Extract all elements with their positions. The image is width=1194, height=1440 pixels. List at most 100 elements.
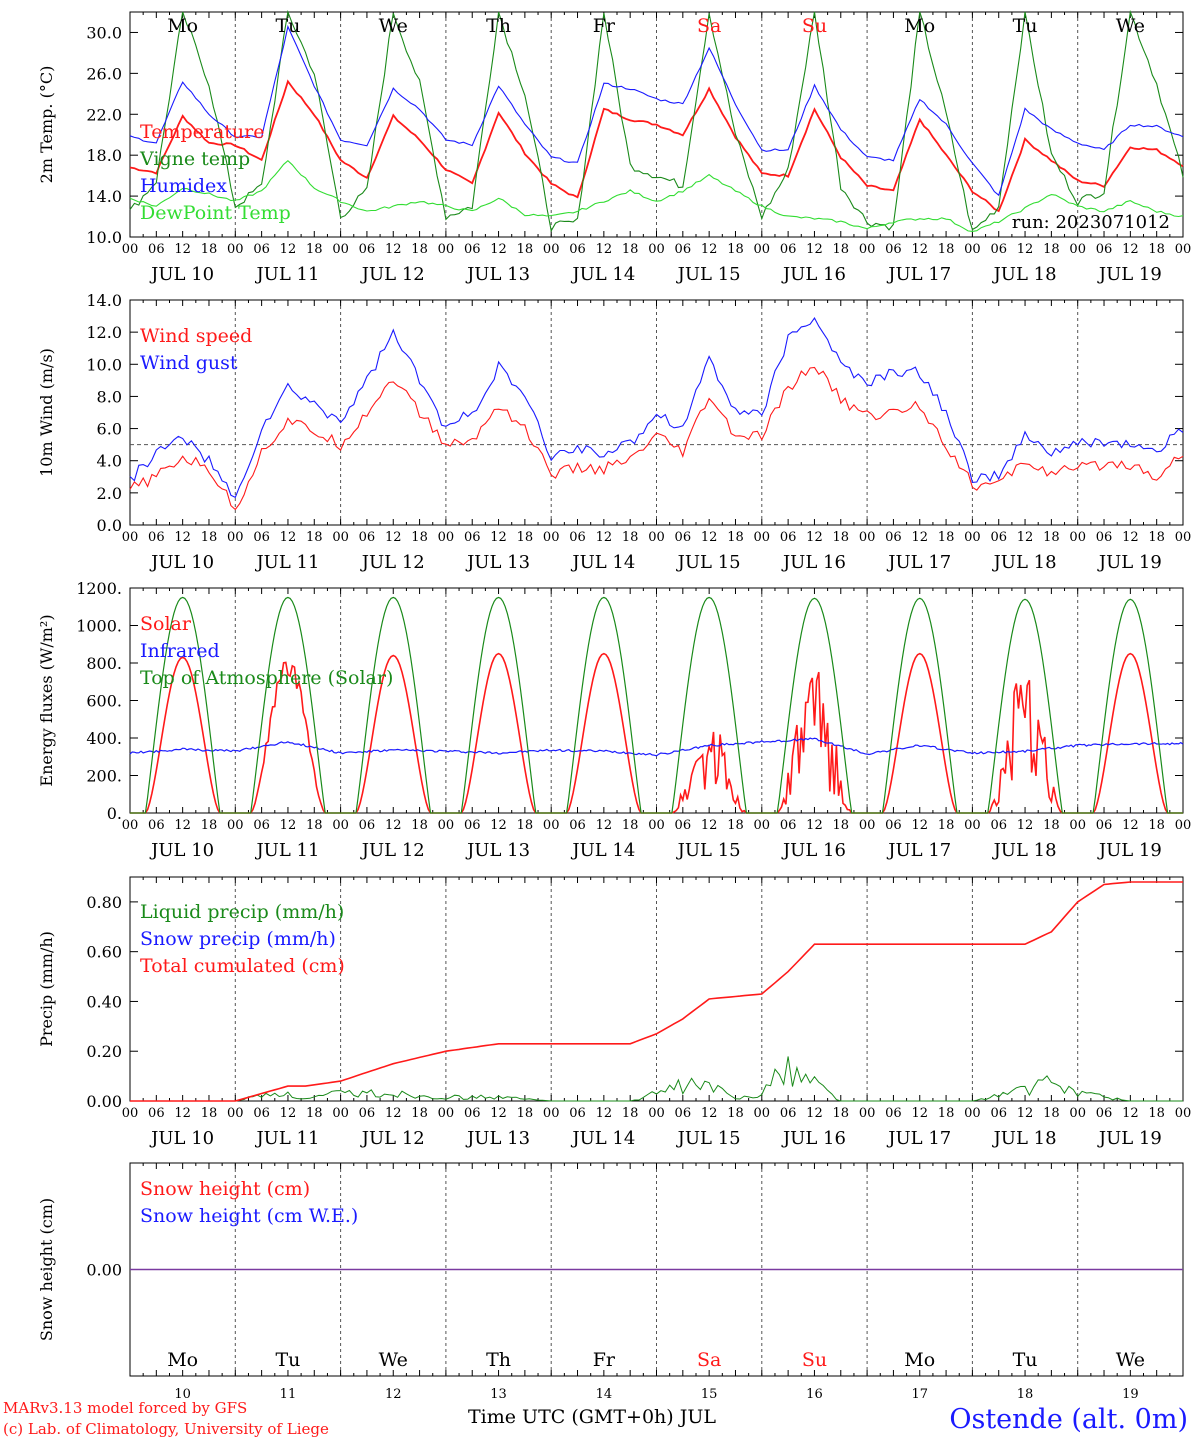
panel-1: 10.0 14.0 18.0 22.0 26.0 30.0 2m Temp. (°C) 00 0… — [37, 9, 1192, 285]
hour-label: 18 — [1148, 242, 1165, 257]
date-label: JUL 12 — [360, 1128, 425, 1149]
date-label: JUL 10 — [149, 264, 214, 285]
day-number-label: 12 — [385, 1387, 402, 1402]
hour-label: 00 — [332, 1106, 349, 1121]
hour-label: 06 — [885, 818, 902, 833]
hour-label: 12 — [806, 242, 823, 257]
y-tick-label: 2.0 — [97, 484, 122, 503]
hour-label: 06 — [780, 1106, 797, 1121]
hour-label: 00 — [754, 242, 771, 257]
hour-label: 12 — [1122, 818, 1139, 833]
hour-label: 12 — [596, 818, 613, 833]
hour-label: 18 — [1148, 1106, 1165, 1121]
series-line — [129, 366, 1184, 511]
hour-label: 12 — [806, 1106, 823, 1121]
hour-label: 00 — [964, 818, 981, 833]
weekday-label: Sa — [697, 1349, 721, 1371]
legend-entry: Wind speed — [140, 325, 252, 347]
hour-label: 00 — [227, 818, 244, 833]
hour-label: 00 — [332, 818, 349, 833]
legend-entry: Snow height (cm W.E.) — [140, 1205, 358, 1227]
run-annotation: run: 2023071012 — [1012, 212, 1170, 233]
y-axis-label: Snow height (cm) — [37, 1198, 56, 1341]
day-number-label: 15 — [701, 1387, 718, 1402]
panel-4: 0.00 0.20 0.40 0.60 0.80 Precip (mm/h) 00 06 12 1… — [37, 876, 1191, 1149]
hour-label: 18 — [938, 530, 955, 545]
hour-label: 12 — [174, 1106, 191, 1121]
y-axis-label: Precip (mm/h) — [37, 931, 56, 1047]
hour-label: 00 — [332, 242, 349, 257]
y-tick-label: 10.0 — [86, 228, 122, 247]
hour-label: 12 — [1017, 242, 1034, 257]
date-label: JUL 17 — [886, 552, 951, 573]
station-name: Ostende (alt. 0m) — [949, 1404, 1188, 1435]
hour-label: 06 — [253, 818, 270, 833]
hour-label: 18 — [306, 530, 323, 545]
legend-entry: Snow height (cm) — [140, 1178, 310, 1200]
y-tick-label: 1200. — [76, 579, 122, 598]
hour-label: 00 — [859, 818, 876, 833]
hour-label: 12 — [1017, 818, 1034, 833]
y-tick-label: 0.60 — [86, 943, 122, 962]
y-tick-label: 8.0 — [97, 387, 122, 406]
legend-entry: Top of Atmosphere (Solar) — [140, 667, 393, 689]
weekday-label: We — [1116, 15, 1145, 37]
hour-label: 18 — [306, 1106, 323, 1121]
date-label: JUL 19 — [1097, 264, 1162, 285]
y-tick-label: 14.0 — [86, 291, 122, 310]
hour-label: 06 — [1096, 530, 1113, 545]
date-label: JUL 18 — [992, 840, 1057, 861]
date-label: JUL 12 — [360, 840, 425, 861]
hour-label: 18 — [1043, 818, 1060, 833]
hour-label: 12 — [806, 530, 823, 545]
hour-label: 06 — [780, 242, 797, 257]
hour-label: 00 — [964, 242, 981, 257]
date-label: JUL 15 — [676, 552, 741, 573]
hour-label: 18 — [306, 242, 323, 257]
y-tick-label: 800. — [86, 654, 122, 673]
date-label: JUL 18 — [992, 264, 1057, 285]
date-label: JUL 11 — [254, 840, 319, 861]
hour-label: 18 — [727, 818, 744, 833]
hour-label: 06 — [1096, 818, 1113, 833]
date-label: JUL 19 — [1097, 1128, 1162, 1149]
date-label: JUL 17 — [886, 840, 951, 861]
hour-label: 00 — [1175, 242, 1192, 257]
hour-label: 18 — [201, 242, 218, 257]
hour-label: 00 — [543, 818, 560, 833]
hour-label: 00 — [122, 1106, 139, 1121]
hour-label: 00 — [754, 1106, 771, 1121]
weekday-label: Tu — [1013, 1349, 1038, 1371]
y-tick-label: 14.0 — [86, 187, 122, 206]
date-label: JUL 16 — [781, 264, 846, 285]
hour-label: 00 — [754, 818, 771, 833]
day-number-label: 10 — [174, 1387, 191, 1402]
weekday-label: We — [1116, 1349, 1145, 1371]
y-tick-label: 0.40 — [86, 992, 122, 1011]
hour-label: 12 — [1017, 530, 1034, 545]
date-label: JUL 18 — [992, 552, 1057, 573]
hour-label: 00 — [227, 1106, 244, 1121]
hour-label: 06 — [1096, 242, 1113, 257]
hour-label: 18 — [517, 818, 534, 833]
hour-label: 00 — [543, 1106, 560, 1121]
date-label: JUL 19 — [1097, 840, 1162, 861]
weekday-label: Mo — [167, 1349, 198, 1371]
date-label: JUL 19 — [1097, 552, 1162, 573]
legend-entry: Total cumulated (cm) — [140, 955, 345, 977]
hour-label: 12 — [490, 530, 507, 545]
hour-label: 00 — [438, 530, 455, 545]
y-tick-label: 4.0 — [97, 452, 122, 471]
hour-label: 12 — [385, 1106, 402, 1121]
hour-label: 06 — [253, 530, 270, 545]
date-label: JUL 13 — [465, 1128, 530, 1149]
hour-label: 06 — [990, 1106, 1007, 1121]
hour-label: 12 — [911, 818, 928, 833]
hour-label: 00 — [543, 242, 560, 257]
date-label: JUL 18 — [992, 1128, 1057, 1149]
hour-label: 18 — [622, 530, 639, 545]
weekday-label: Th — [486, 15, 511, 37]
date-label: JUL 15 — [676, 840, 741, 861]
hour-label: 18 — [833, 1106, 850, 1121]
y-tick-label: 10.0 — [86, 355, 122, 374]
